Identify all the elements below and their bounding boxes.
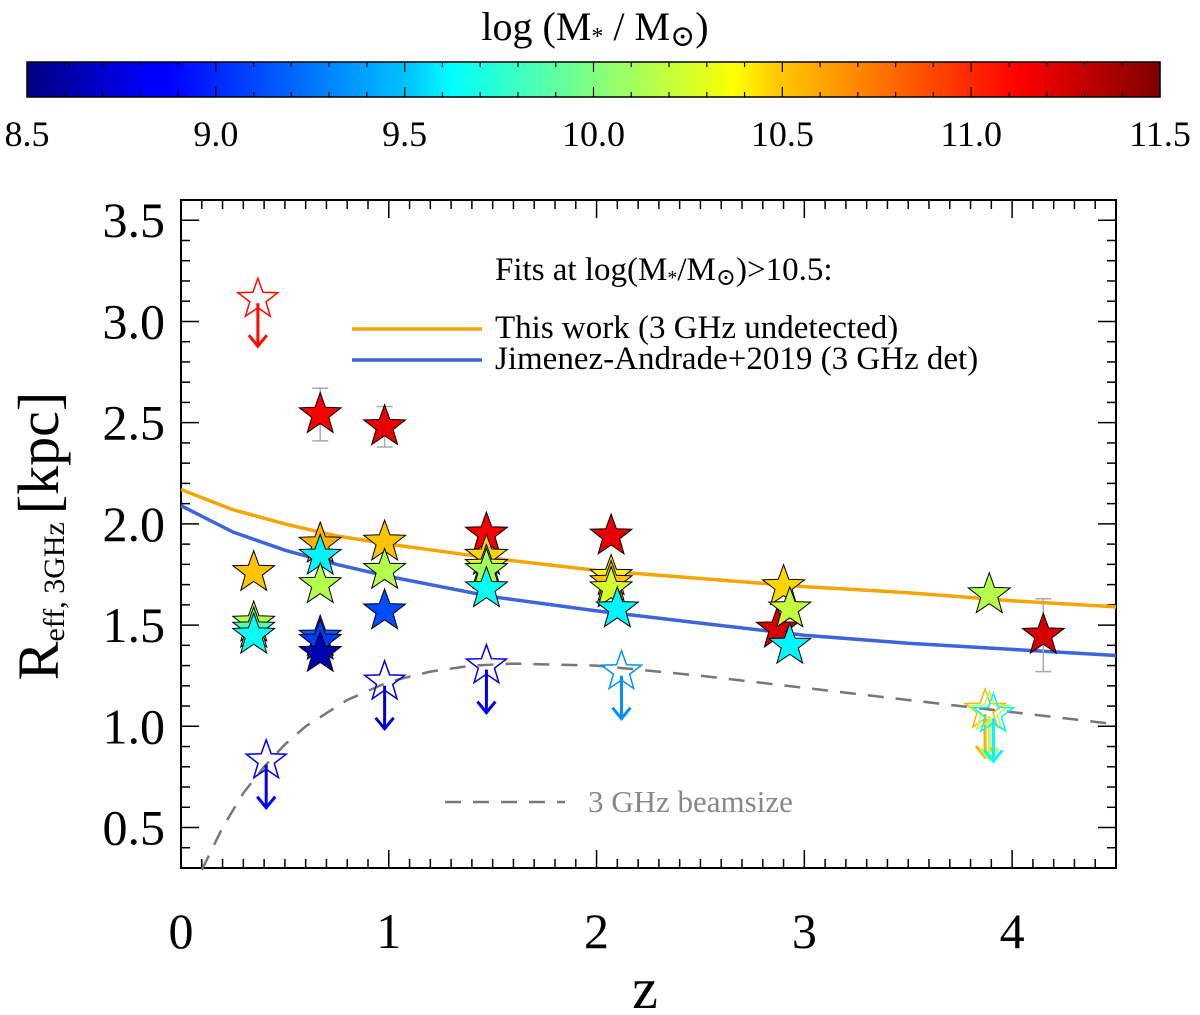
fit-line-jimenez-andrade [180,504,1117,658]
upper-limit-arrowhead [256,795,277,811]
detection-star [464,565,509,608]
colorbar-tick-label: 8.5 [5,114,50,154]
y-axis-title: Reff, 3GHz[kpc] [6,392,71,680]
y-tick-label: 1.0 [103,698,166,754]
y-tick-label: 1.5 [103,597,166,653]
upper-limit-arrowhead [983,749,1004,764]
y-tick-label: 3.0 [103,293,166,349]
detection-star [588,565,634,608]
x-tick-label: 2 [584,903,609,959]
colorbar-tick-label: 9.5 [382,114,427,154]
y-tick-label: 0.5 [103,800,166,856]
beamsize-line [200,662,1117,871]
detection-star [588,512,634,555]
upper-limit-arrowhead [611,706,632,722]
detection-star [1021,611,1066,655]
plot-frame [180,199,1117,869]
legend-label-jimenez-andrade: Jimenez-Andrade+2019 (3 GHz det) [495,341,978,377]
detection-star [231,611,276,655]
detection-star [362,587,407,630]
colorbar-title: log (M* / M⊙) [481,4,708,53]
detection-star [767,621,813,665]
y-tick-label: 2.0 [103,496,166,552]
x-tick-labels: 0 1 2 3 4 [169,903,1025,959]
x-axis-title: z [632,956,658,1015]
fit-line-this-work [180,487,1117,609]
y-tick-label: 3.5 [103,192,166,248]
colorbar-tick-label: 11.5 [1129,114,1191,154]
detection-star [966,571,1012,614]
detection-star [297,391,343,434]
x-tick-label: 3 [792,903,817,959]
detection-star [362,546,407,590]
x-tick-label: 0 [169,903,194,959]
upper-limit-arrowhead [247,334,269,349]
y-tick-label: 2.5 [103,395,166,451]
axis-ticks [180,199,1117,869]
colorbar-tick-label: 10.5 [751,114,814,154]
detection-star [297,629,343,673]
colorbar-tick-label: 10.0 [562,114,625,154]
legend-title: Fits at log(M*/M⊙)>10.5: [495,252,833,291]
upper-limit-arrowhead [476,700,497,715]
detection-star [767,585,813,628]
beam-legend-label: 3 GHz beamsize [588,784,793,819]
legend: Fits at log(M*/M⊙)>10.5: This work (3 GH… [352,252,978,377]
error-bars [312,387,1052,673]
upper-limits [235,275,1016,811]
upper-limit-arrowhead [974,745,996,760]
detections [231,391,1066,673]
colorbar-tick-label: 9.0 [193,114,238,154]
x-tick-label: 1 [376,903,401,959]
upper-limit-arrowhead [979,747,1000,762]
legend-label-this-work: This work (3 GHz undetected) [495,310,898,346]
colorbar: log (M* / M⊙) 8.5 9.0 9.5 10.0 10.5 11.0 11.5 [5,4,1191,154]
x-tick-label: 4 [1000,903,1025,959]
series-lines [180,487,1117,871]
upper-limit-arrowhead [374,716,395,732]
detection-star [761,563,806,606]
detection-star [231,549,277,592]
detection-star [362,403,407,446]
detection-star [297,561,343,604]
detection-star [594,585,640,628]
colorbar-tick-label: 11.0 [940,114,1002,154]
y-tick-labels: 0.5 1.0 1.5 2.0 2.5 3.0 3.5 [103,192,166,855]
beam-legend: 3 GHz beamsize [445,784,793,819]
